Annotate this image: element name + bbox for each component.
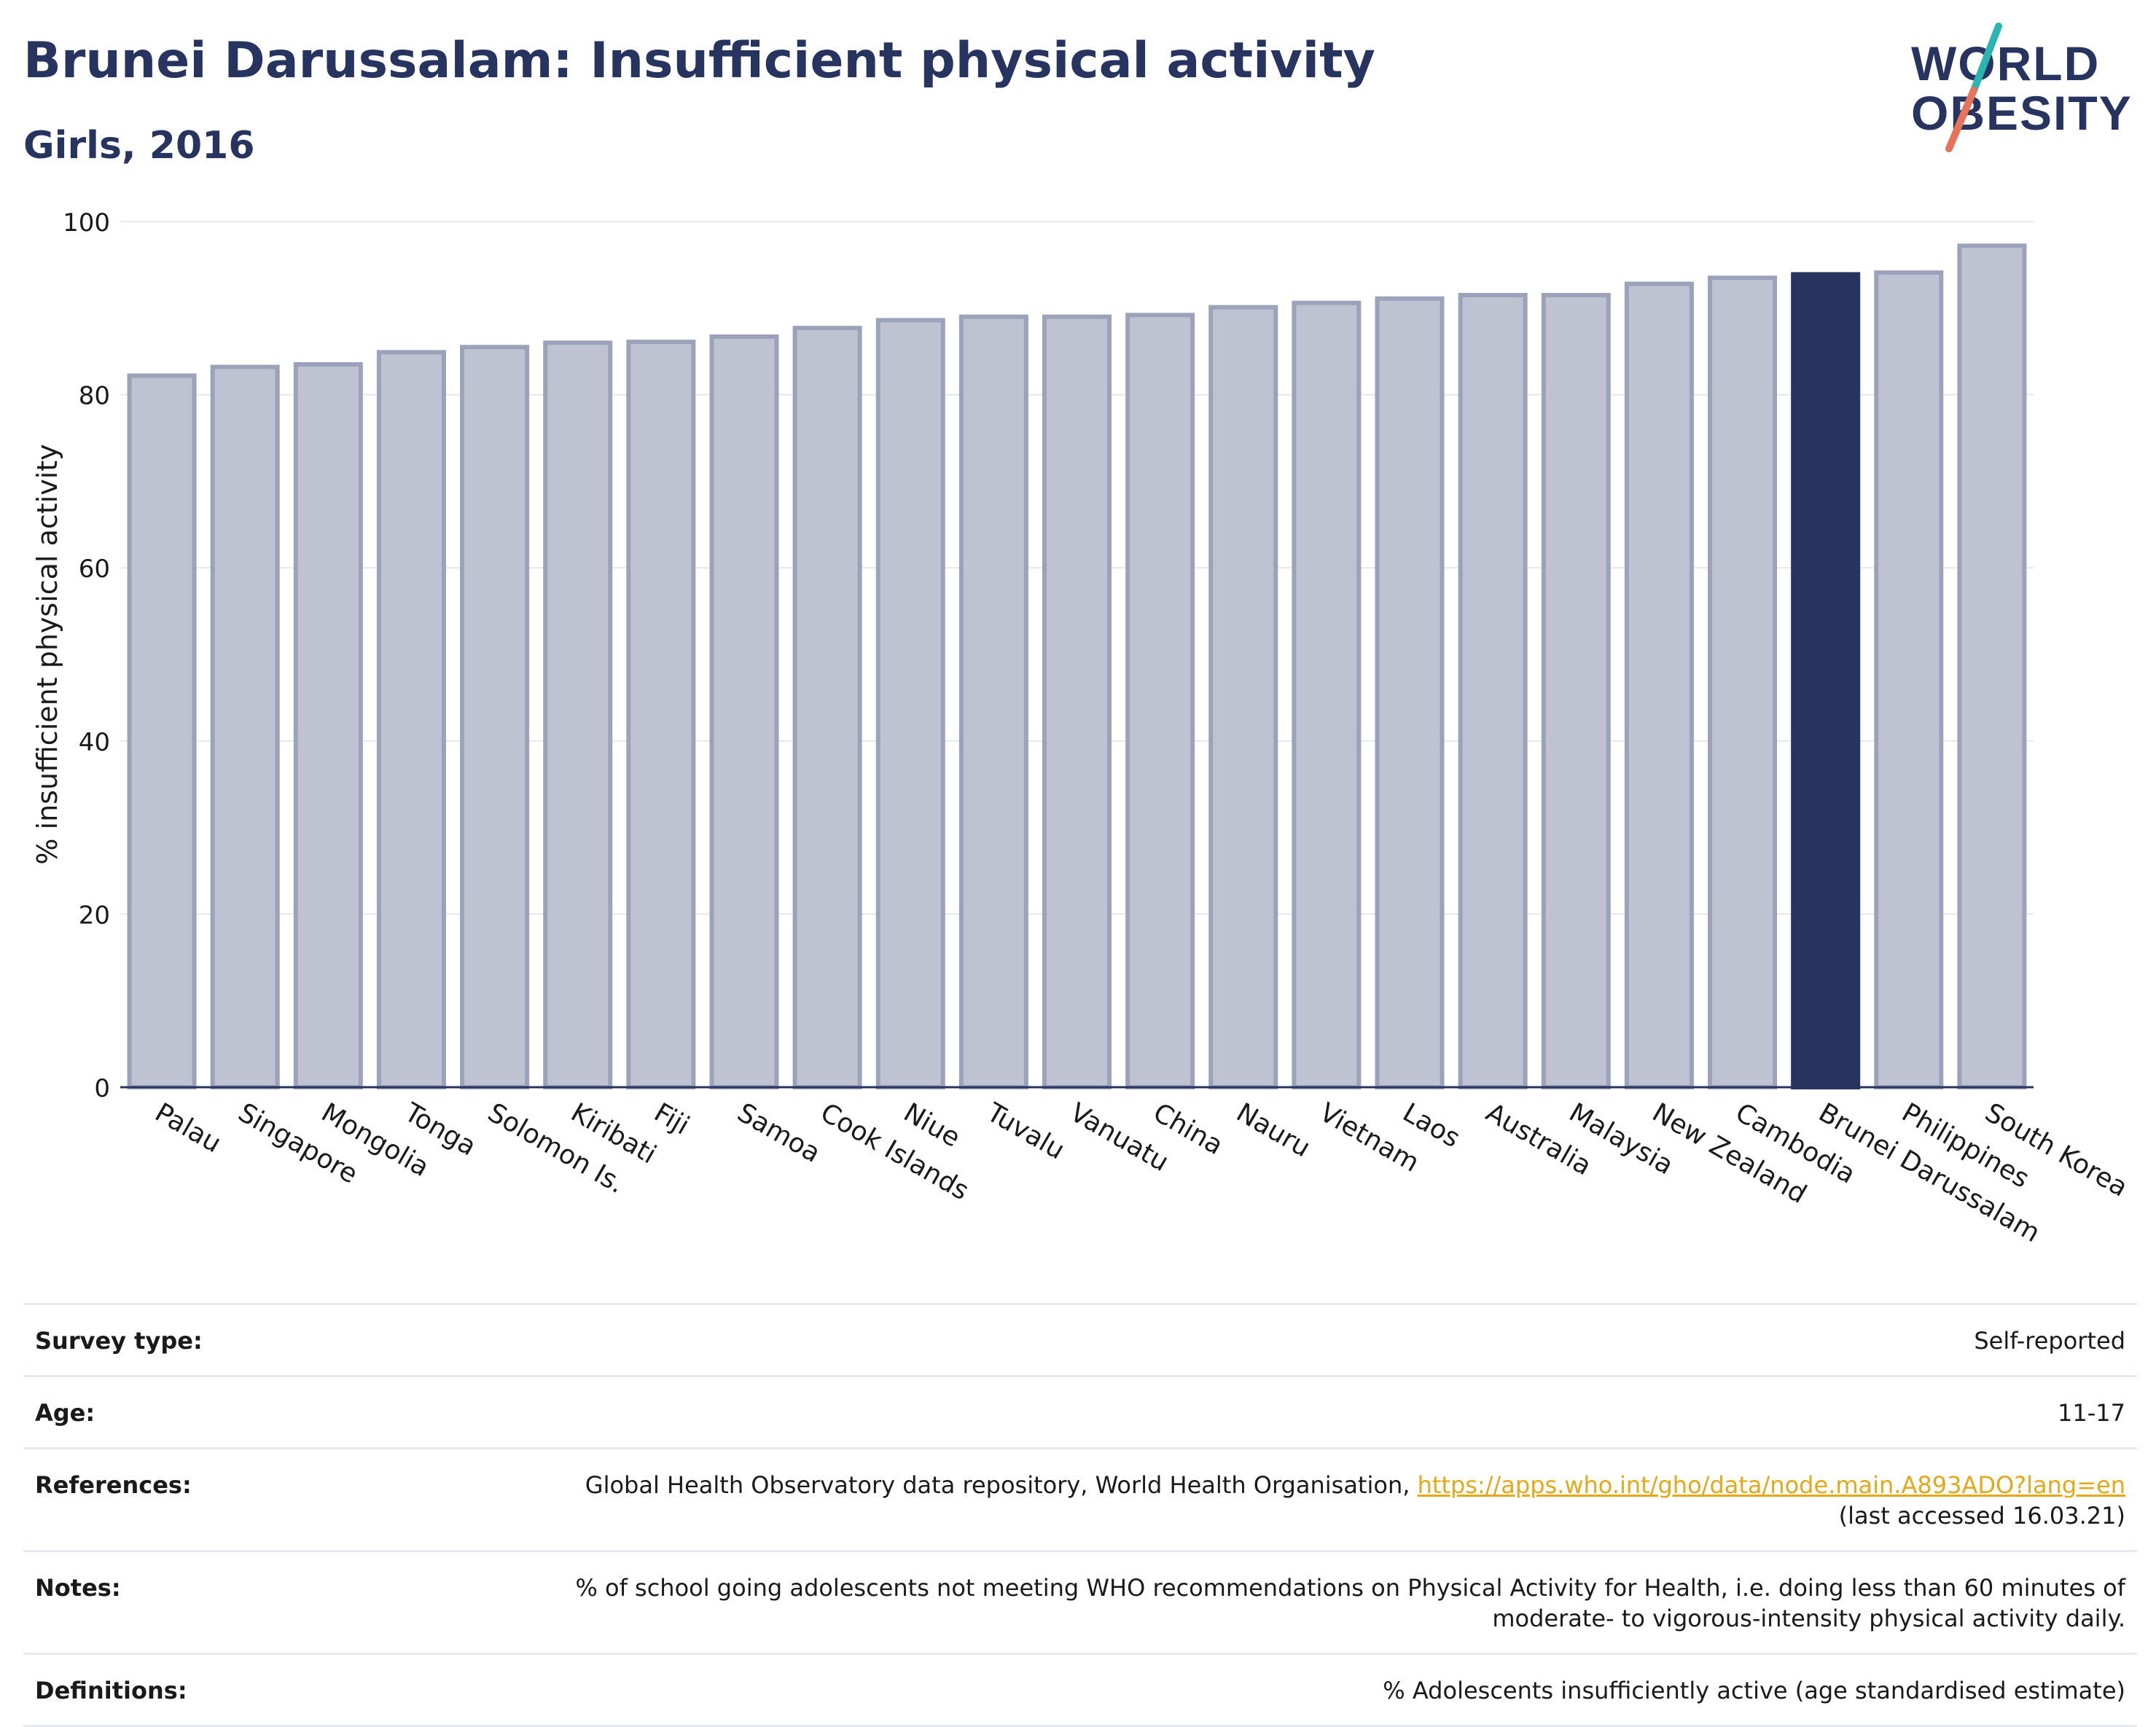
bar bbox=[460, 345, 530, 1089]
x-tick-label: Nauru bbox=[1231, 1097, 1315, 1163]
chart-title: Brunei Darussalam: Insufficient physical… bbox=[23, 32, 1375, 90]
bar bbox=[626, 340, 696, 1089]
definitions-label: Definitions: bbox=[35, 1677, 187, 1704]
age-value: 11-17 bbox=[2058, 1399, 2125, 1427]
bar bbox=[1708, 275, 1778, 1090]
bar bbox=[1375, 296, 1445, 1089]
info-row-definitions: Definitions: % Adolescents insufficientl… bbox=[23, 1653, 2137, 1727]
survey-type-value: Self-reported bbox=[1974, 1327, 2125, 1355]
bar bbox=[1125, 313, 1195, 1090]
notes-value: % of school going adolescents not meetin… bbox=[575, 1573, 2125, 1634]
references-label: References: bbox=[35, 1471, 192, 1499]
bar bbox=[376, 350, 446, 1089]
bar bbox=[1874, 270, 1944, 1089]
bar bbox=[1458, 292, 1528, 1090]
notes-line-1: % of school going adolescents not meetin… bbox=[575, 1574, 2125, 1602]
y-tick-label: 60 bbox=[79, 555, 110, 584]
y-tick-label: 80 bbox=[79, 382, 110, 411]
x-tick-label: Samoa bbox=[732, 1097, 825, 1169]
chart-subtitle: Girls, 2016 bbox=[23, 124, 255, 168]
x-tick-label: Fiji bbox=[649, 1097, 694, 1141]
logo-text-world: WORLD bbox=[1911, 36, 2100, 90]
y-tick-label: 100 bbox=[63, 208, 110, 238]
bar-chart: 0 20 40 60 80 100 Palau SingaporeMongoliaTonga… bbox=[31, 208, 2133, 1248]
bar bbox=[1042, 314, 1112, 1089]
logo-text-obesity: OBESITY bbox=[1911, 86, 2133, 140]
x-tick-label: Palau bbox=[150, 1097, 227, 1159]
y-tick-labels: 0 20 40 60 80 100 bbox=[63, 208, 110, 1103]
y-axis-label: % insufficient physical activity bbox=[31, 444, 63, 864]
logo-slash-teal bbox=[1970, 23, 2002, 94]
logo-slash-coral bbox=[1945, 87, 1977, 152]
bar-highlight bbox=[1791, 272, 1861, 1089]
definitions-value: % Adolescents insufficiently active (age… bbox=[1383, 1677, 2125, 1704]
references-accessed: (last accessed 16.03.21) bbox=[1838, 1502, 2125, 1530]
bar bbox=[1624, 281, 1694, 1089]
x-tick-label: Tuvalu bbox=[981, 1097, 1069, 1166]
notes-label: Notes: bbox=[35, 1574, 121, 1602]
bar bbox=[1292, 300, 1362, 1089]
bar bbox=[958, 314, 1028, 1089]
bar bbox=[1957, 243, 2027, 1089]
bar bbox=[293, 362, 363, 1089]
bar bbox=[792, 326, 862, 1089]
info-table: Survey type: Self-reported Age: 11-17 Re… bbox=[23, 1303, 2137, 1727]
references-value: Global Health Observatory data repositor… bbox=[585, 1470, 2125, 1531]
survey-type-label: Survey type: bbox=[35, 1327, 203, 1355]
references-link[interactable]: https://apps.who.int/gho/data/node.main.… bbox=[1417, 1471, 2125, 1499]
info-row-survey-type: Survey type: Self-reported bbox=[23, 1303, 2137, 1375]
bars bbox=[127, 243, 2027, 1090]
bar bbox=[127, 373, 197, 1089]
bar bbox=[875, 318, 945, 1089]
bar bbox=[543, 340, 613, 1089]
age-label: Age: bbox=[35, 1399, 95, 1427]
bar bbox=[709, 334, 779, 1089]
bar bbox=[1541, 292, 1611, 1090]
y-tick-label: 40 bbox=[79, 728, 110, 757]
world-obesity-logo: WORLD OBESITY bbox=[1911, 23, 2133, 152]
y-tick-label: 20 bbox=[79, 901, 110, 930]
info-row-notes: Notes: % of school going adolescents not… bbox=[23, 1550, 2137, 1653]
bar bbox=[1208, 305, 1278, 1089]
info-row-references: References: Global Health Observatory da… bbox=[23, 1447, 2137, 1550]
info-row-age: Age: 11-17 bbox=[23, 1375, 2137, 1447]
notes-line-2: moderate- to vigorous-intensity physical… bbox=[1492, 1605, 2125, 1632]
y-tick-label: 0 bbox=[94, 1074, 110, 1103]
bar bbox=[210, 364, 280, 1090]
references-text: Global Health Observatory data repositor… bbox=[585, 1471, 1418, 1499]
